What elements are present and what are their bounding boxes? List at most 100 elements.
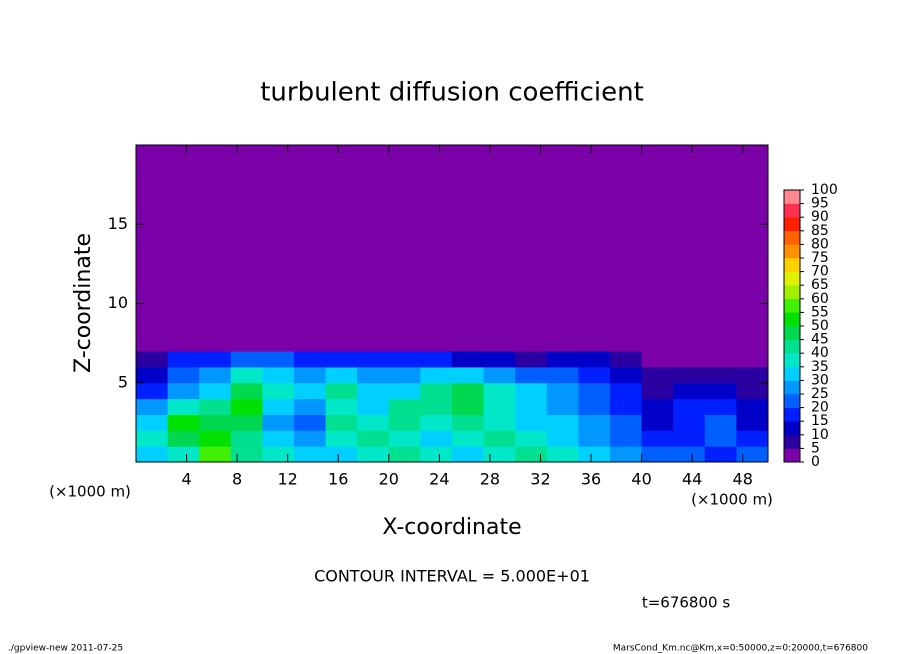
cell — [199, 414, 232, 431]
colorbar-label: 80 — [811, 236, 829, 252]
cell — [578, 446, 611, 463]
cell — [452, 430, 485, 447]
cell — [388, 145, 421, 352]
x-tick-label: 24 — [429, 470, 449, 489]
x-tick-label: 12 — [278, 470, 298, 489]
cell — [641, 430, 674, 447]
cell — [452, 446, 485, 463]
contour-interval: CONTOUR INTERVAL = 5.000E+01 — [314, 567, 590, 586]
colorbar-swatch — [784, 312, 800, 327]
cell — [136, 382, 169, 400]
cell — [483, 366, 516, 384]
cell — [199, 145, 232, 352]
cell — [673, 366, 706, 384]
cell — [610, 446, 643, 463]
colorbar-swatch — [784, 394, 800, 408]
colorbar-swatch — [784, 285, 800, 300]
cell — [515, 414, 548, 431]
cell — [325, 446, 358, 463]
cell — [546, 382, 579, 400]
cell — [483, 430, 516, 447]
x-axis-unit: (×1000 m) — [691, 491, 773, 509]
y-tick-label: 5 — [118, 372, 128, 391]
cell — [167, 382, 200, 400]
colorbar-label: 85 — [811, 223, 829, 239]
colorbar-swatch — [784, 298, 800, 313]
cell — [325, 366, 358, 384]
colorbar-label: 20 — [811, 400, 829, 416]
cell — [515, 446, 548, 463]
cell — [483, 398, 516, 415]
cell — [704, 351, 737, 368]
colorbar-label: 90 — [811, 209, 829, 225]
cell — [230, 366, 263, 384]
colorbar-label: 45 — [811, 332, 829, 348]
cell — [357, 430, 390, 447]
cell — [262, 414, 295, 431]
cell — [230, 414, 263, 431]
cell — [736, 446, 769, 463]
cell — [167, 398, 200, 415]
cell — [452, 414, 485, 431]
cell — [704, 398, 737, 415]
colorbar-swatch — [784, 244, 800, 259]
cell — [325, 351, 358, 368]
colorbar-swatch — [784, 339, 800, 354]
cell — [515, 382, 548, 400]
cell — [420, 398, 453, 415]
cell — [610, 366, 643, 384]
cell — [546, 414, 579, 431]
cell — [420, 430, 453, 447]
cell — [452, 382, 485, 400]
cell — [420, 145, 453, 352]
axes: 4 8 12 16 20 24 28 32 36 40 44 48510150510152025303… — [108, 144, 838, 489]
cell — [230, 351, 263, 368]
cell — [136, 366, 169, 384]
cell — [736, 145, 769, 352]
cell — [673, 351, 706, 368]
cell — [262, 366, 295, 384]
cell — [673, 398, 706, 415]
cell — [641, 446, 674, 463]
cell — [420, 382, 453, 400]
colorbar-swatch — [784, 190, 800, 204]
cell — [388, 351, 421, 368]
cell — [262, 398, 295, 415]
colorbar-swatch — [784, 366, 800, 381]
colorbar-swatch — [784, 326, 800, 340]
cell — [167, 366, 200, 384]
y-axis-label: Z-coordinate — [71, 233, 96, 373]
cell — [420, 366, 453, 384]
field — [136, 145, 769, 463]
cell — [388, 382, 421, 400]
cell — [199, 430, 232, 447]
cell — [483, 382, 516, 400]
cell — [736, 351, 769, 368]
cell — [325, 145, 358, 352]
colorbar-swatch — [784, 380, 800, 395]
cell — [515, 145, 548, 352]
colorbar-swatch — [784, 271, 800, 286]
cell — [262, 446, 295, 463]
cell — [452, 351, 485, 368]
colorbar-label: 40 — [811, 345, 829, 361]
cell — [167, 430, 200, 447]
cell — [420, 414, 453, 431]
cell — [325, 430, 358, 447]
cell — [325, 414, 358, 431]
chart-title: turbulent diffusion coefficient — [260, 78, 644, 108]
colorbar-swatch — [784, 421, 800, 436]
cell — [578, 414, 611, 431]
cell — [610, 351, 643, 368]
x-tick-label: 44 — [682, 470, 702, 489]
cell — [704, 430, 737, 447]
cell — [515, 366, 548, 384]
cell — [199, 366, 232, 384]
cell — [546, 398, 579, 415]
cell — [325, 398, 358, 415]
cell — [167, 351, 200, 368]
cell — [641, 398, 674, 415]
cell — [136, 414, 169, 431]
cell — [388, 414, 421, 431]
